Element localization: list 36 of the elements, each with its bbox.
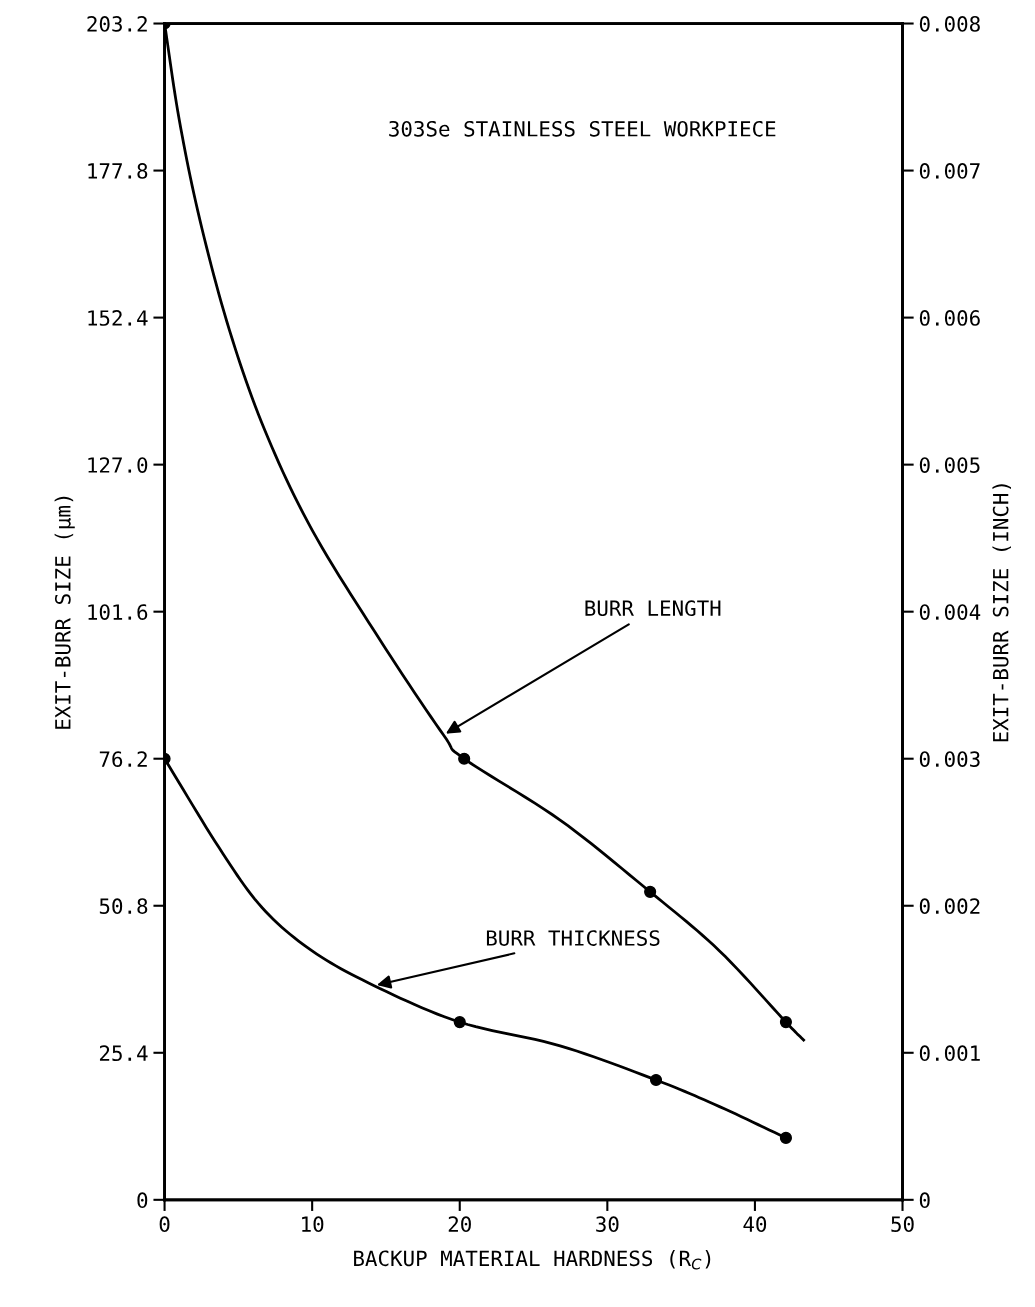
x-tick-label: 0	[159, 1216, 170, 1233]
y2-tick-label: 0.008	[919, 16, 980, 32]
y2-tick-label: 0	[919, 1192, 930, 1209]
y-tick-label: 203.2	[87, 16, 147, 32]
x-tick-label: 30	[596, 1216, 619, 1233]
y-tick-label: 177.8	[88, 163, 148, 179]
y2-tick-label: 0.001	[919, 1045, 980, 1062]
x-tick-label: 10	[302, 1216, 324, 1233]
point	[779, 1016, 792, 1029]
y-tick-label: 50.8	[99, 898, 148, 915]
y-tick-label: 0	[137, 1192, 148, 1209]
y-tick-label: 152.4	[88, 310, 148, 326]
x-tick-label: 40	[743, 1216, 767, 1233]
y-tick-label: 101.6	[88, 604, 148, 620]
annotation: BURR THICKNESS	[486, 930, 660, 946]
y-tick-label: 25.4	[99, 1045, 148, 1062]
y-tick-label: 76.2	[99, 751, 147, 767]
point	[458, 752, 471, 765]
point	[644, 885, 657, 898]
annotation: BURR LENGTH	[585, 600, 721, 617]
y2-tick-label: 0.007	[919, 163, 980, 179]
y-tick-label: 127.0	[88, 457, 148, 473]
point	[779, 1131, 792, 1144]
x-tick-label: 50	[891, 1216, 914, 1233]
point	[453, 1016, 466, 1029]
y2-tick-label: 0.003	[919, 751, 980, 767]
y2-tick-label: 0.005	[919, 457, 980, 473]
y2-tick-label: 0.004	[919, 604, 981, 620]
x-tick-label: 20	[448, 1216, 471, 1233]
text: 303Se STAINLESS STEEL WORKPIECE	[389, 120, 776, 137]
y-axis-title: EXIT-BURR SIZE (μm)	[54, 496, 75, 729]
x-axis-title: BACKUP MATERIAL HARDNESS (R$_{C}$)	[354, 1250, 711, 1270]
y2-tick-label: 0.002	[919, 898, 980, 915]
point	[649, 1073, 663, 1087]
y2-tick-label: 0.006	[919, 310, 980, 326]
y2-axis-title: EXIT-BURR SIZE (INCH)	[992, 484, 1011, 742]
